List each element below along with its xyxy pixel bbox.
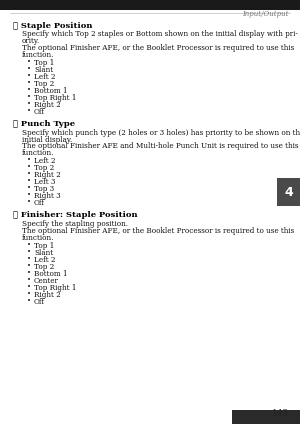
Text: Off: Off bbox=[34, 108, 45, 116]
Text: Specify the stapling position.: Specify the stapling position. bbox=[22, 220, 128, 228]
Text: •: • bbox=[27, 73, 31, 79]
Text: •: • bbox=[27, 165, 31, 170]
Text: Top 2: Top 2 bbox=[34, 80, 54, 88]
Text: •: • bbox=[27, 270, 31, 276]
Text: ❖ Finisher: Staple Position: ❖ Finisher: Staple Position bbox=[13, 212, 138, 219]
Bar bbox=[0, 0, 300, 10]
Text: Off: Off bbox=[34, 199, 45, 207]
Text: Off: Off bbox=[34, 298, 45, 306]
Text: •: • bbox=[27, 263, 31, 269]
Text: function.: function. bbox=[22, 234, 54, 242]
Text: 143: 143 bbox=[272, 409, 289, 418]
Text: Left 3: Left 3 bbox=[34, 179, 56, 187]
Text: •: • bbox=[27, 185, 31, 191]
Text: ❖ Punch Type: ❖ Punch Type bbox=[13, 120, 75, 128]
Text: Specify which Top 2 staples or Bottom shown on the initial display with pri-: Specify which Top 2 staples or Bottom sh… bbox=[22, 31, 298, 39]
Text: •: • bbox=[27, 171, 31, 177]
Text: Top 1: Top 1 bbox=[34, 242, 54, 250]
Text: Slant: Slant bbox=[34, 66, 53, 74]
Text: •: • bbox=[27, 179, 31, 184]
Text: •: • bbox=[27, 108, 31, 114]
Text: The optional Finisher AFE, or the Booklet Processor is required to use this: The optional Finisher AFE, or the Bookle… bbox=[22, 44, 294, 52]
Text: Right 2: Right 2 bbox=[34, 291, 61, 299]
Text: •: • bbox=[27, 192, 31, 198]
Bar bbox=[277, 178, 300, 206]
Text: Input/Output: Input/Output bbox=[242, 11, 289, 19]
Text: The optional Finisher AFE, or the Booklet Processor is required to use this: The optional Finisher AFE, or the Bookle… bbox=[22, 227, 294, 235]
Text: •: • bbox=[27, 256, 31, 262]
Text: Top Right 1: Top Right 1 bbox=[34, 94, 76, 102]
Text: Top 2: Top 2 bbox=[34, 165, 54, 173]
Text: Top 3: Top 3 bbox=[34, 185, 54, 193]
Bar bbox=[232, 410, 300, 424]
Text: Right 2: Right 2 bbox=[34, 171, 61, 179]
Text: Top 1: Top 1 bbox=[34, 59, 54, 67]
Text: •: • bbox=[27, 298, 31, 304]
Text: •: • bbox=[27, 94, 31, 100]
Text: Left 2: Left 2 bbox=[34, 256, 56, 264]
Text: Top Right 1: Top Right 1 bbox=[34, 284, 76, 292]
Text: •: • bbox=[27, 199, 31, 205]
Text: •: • bbox=[27, 87, 31, 93]
Text: Bottom 1: Bottom 1 bbox=[34, 87, 68, 95]
Text: •: • bbox=[27, 157, 31, 163]
Text: function.: function. bbox=[22, 149, 54, 157]
Text: •: • bbox=[27, 291, 31, 297]
Text: Center: Center bbox=[34, 277, 59, 285]
Text: •: • bbox=[27, 66, 31, 72]
Text: •: • bbox=[27, 80, 31, 86]
Text: •: • bbox=[27, 277, 31, 283]
Text: •: • bbox=[27, 101, 31, 107]
Text: Specify which punch type (2 holes or 3 holes) has priority to be shown on the: Specify which punch type (2 holes or 3 h… bbox=[22, 129, 300, 137]
Text: 4: 4 bbox=[284, 186, 293, 198]
Text: Left 2: Left 2 bbox=[34, 73, 56, 81]
Text: ❖ Staple Position: ❖ Staple Position bbox=[13, 22, 92, 30]
Text: •: • bbox=[27, 59, 31, 65]
Text: •: • bbox=[27, 284, 31, 290]
Text: function.: function. bbox=[22, 51, 54, 59]
Text: Bottom 1: Bottom 1 bbox=[34, 270, 68, 278]
Text: Left 2: Left 2 bbox=[34, 157, 56, 165]
Text: initial display.: initial display. bbox=[22, 136, 72, 143]
Text: Right 3: Right 3 bbox=[34, 192, 61, 201]
Text: •: • bbox=[27, 242, 31, 248]
Text: Right 2: Right 2 bbox=[34, 101, 61, 109]
Text: ority.: ority. bbox=[22, 37, 40, 45]
Text: •: • bbox=[27, 249, 31, 255]
Text: Slant: Slant bbox=[34, 249, 53, 257]
Text: Top 2: Top 2 bbox=[34, 263, 54, 271]
Text: The optional Finisher AFE and Multi-hole Punch Unit is required to use this: The optional Finisher AFE and Multi-hole… bbox=[22, 142, 298, 150]
